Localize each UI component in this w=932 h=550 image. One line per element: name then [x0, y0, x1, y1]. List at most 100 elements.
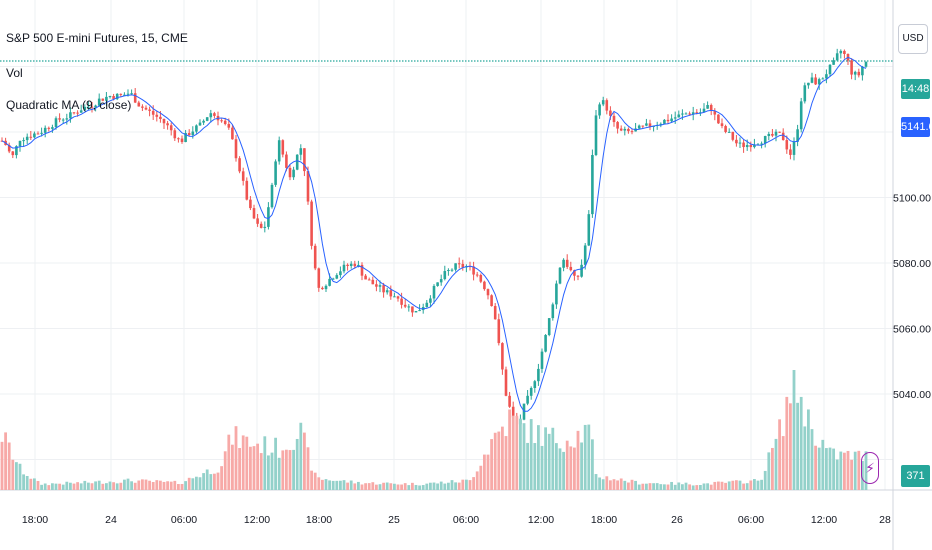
volume-bar	[666, 484, 670, 490]
volume-bar	[673, 484, 677, 490]
volume-bar	[249, 446, 252, 490]
candle-body	[51, 127, 54, 129]
y-tick-label: 5060.00	[893, 324, 931, 336]
volume-bar	[652, 483, 655, 490]
candle-body	[90, 106, 94, 108]
candle-body	[447, 269, 450, 272]
symbol-title[interactable]: S&P 500 E-mini Futures, 15, CME	[6, 31, 188, 45]
volume-bar	[133, 482, 137, 490]
lightning-icon[interactable]: ⚡	[861, 452, 879, 484]
candle-body	[727, 131, 731, 133]
volume-bar	[684, 482, 688, 490]
candle-body	[328, 278, 331, 286]
volume-bar	[112, 482, 115, 490]
volume-bar	[799, 396, 803, 490]
volume-bar	[51, 483, 54, 490]
candle-body	[781, 132, 785, 141]
candle-body	[72, 112, 76, 114]
x-tick-label: 24	[105, 514, 117, 526]
volume-bar	[83, 480, 87, 490]
candle-body	[684, 113, 688, 115]
candle-body	[169, 125, 173, 131]
volume-bar	[339, 480, 342, 490]
volume-bar	[785, 396, 789, 490]
candle-body	[601, 100, 605, 105]
volume-bar	[411, 482, 414, 490]
volume-bar	[587, 424, 591, 490]
volume-bar	[270, 452, 274, 490]
volume-bar	[295, 438, 299, 490]
volume-bar	[191, 478, 195, 490]
candle-body	[789, 149, 792, 155]
volume-bar	[771, 447, 774, 490]
volume-bar	[749, 480, 753, 490]
candle-body	[641, 125, 645, 127]
candle-body	[670, 118, 673, 122]
volume-bar	[591, 439, 594, 490]
volume-bar	[641, 483, 645, 490]
volume-bar	[274, 437, 277, 490]
volume-bar	[7, 442, 11, 490]
candle-body	[501, 343, 504, 370]
candle-body	[115, 93, 119, 100]
volume-bar	[263, 436, 267, 490]
candle-body	[133, 93, 137, 103]
volume-bar	[832, 448, 835, 490]
volume-bar	[713, 481, 717, 490]
volume-bar	[4, 432, 7, 490]
volume-bar	[328, 480, 331, 490]
volume-bar	[774, 438, 778, 490]
volume-bar	[598, 477, 601, 490]
volume-bar	[605, 476, 609, 490]
volume-bar	[753, 479, 756, 490]
candle-body	[796, 129, 799, 142]
candle-body	[558, 267, 562, 284]
volume-bar	[162, 481, 166, 490]
volume-bar	[148, 480, 151, 490]
candle-body	[360, 264, 364, 276]
volume-bar	[465, 479, 468, 490]
candle-body	[511, 406, 515, 418]
volume-bar	[515, 415, 519, 490]
volume-bar	[627, 482, 630, 490]
currency-button[interactable]: USD	[898, 24, 928, 54]
candle-body	[673, 117, 677, 119]
volume-indicator-label[interactable]: Vol	[6, 66, 23, 80]
volume-bar	[97, 480, 101, 490]
volume-bar	[544, 427, 547, 490]
volume-bar	[331, 480, 335, 490]
volume-bar	[126, 478, 130, 490]
volume-bar	[857, 450, 861, 490]
quadratic-ma-label[interactable]: Quadratic MA (9, close)	[6, 98, 132, 112]
candle-body	[281, 140, 285, 155]
volume-bar	[61, 484, 65, 490]
volume-bar	[720, 481, 724, 490]
candle-body	[274, 161, 277, 185]
candle-body	[256, 218, 259, 224]
volume-bar	[238, 448, 241, 490]
candle-body	[454, 263, 457, 270]
candle-body	[630, 131, 634, 133]
volume-bar	[375, 484, 378, 490]
candle-body	[493, 306, 497, 320]
candle-body	[677, 114, 681, 118]
candle-body	[220, 120, 223, 122]
candle-body	[544, 335, 547, 352]
candle-body	[731, 131, 735, 140]
candle-body	[277, 140, 281, 162]
candle-body	[461, 263, 465, 268]
volume-bar	[655, 483, 659, 490]
volume-bar	[216, 472, 220, 490]
volume-bar	[202, 473, 205, 490]
volume-bar	[393, 483, 396, 490]
candle-body	[814, 77, 817, 85]
y-tick-label: 5040.00	[893, 389, 931, 401]
volume-bar	[403, 483, 407, 490]
candle-body	[591, 155, 594, 215]
candle-body	[130, 93, 133, 95]
volume-bar	[177, 484, 180, 490]
candle-body	[198, 122, 202, 126]
volume-bar	[47, 485, 51, 490]
volume-bar	[835, 459, 839, 490]
